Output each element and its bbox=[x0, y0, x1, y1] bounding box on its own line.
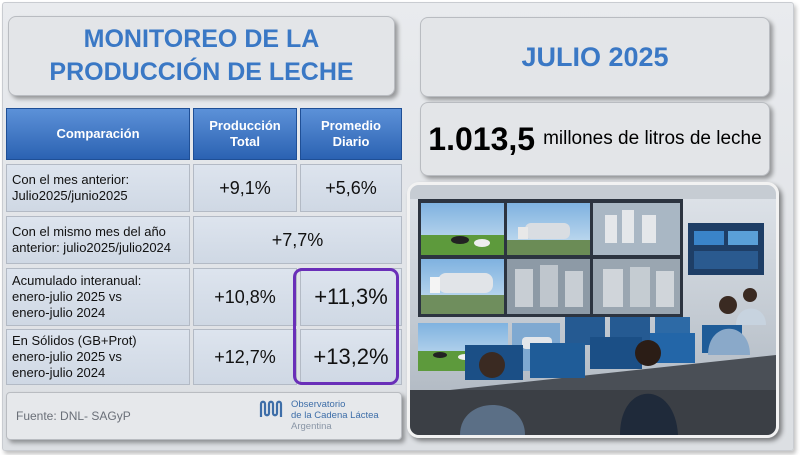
header-daily: Promedio Diario bbox=[300, 108, 402, 160]
logo-line-2: de la Cadena Láctea bbox=[291, 410, 379, 421]
header-comparison: Comparación bbox=[6, 108, 190, 160]
row-total-value: +12,7% bbox=[193, 329, 297, 385]
row-daily-value: +13,2% bbox=[300, 329, 402, 385]
row-label: Con el mismo mes del año anterior: julio… bbox=[6, 216, 190, 264]
logo-line-1: Observatorio bbox=[291, 399, 346, 410]
source-text: Fuente: DNL- SAGyP bbox=[16, 409, 131, 423]
header-total: Producción Total bbox=[193, 108, 297, 160]
page-title: MONITOREO DE LA PRODUCCIÓN DE LECHE bbox=[49, 23, 353, 89]
production-value: 1.013,5 bbox=[428, 120, 536, 157]
row-total-value: +9,1% bbox=[193, 164, 297, 212]
production-unit: millones de litros de leche bbox=[543, 128, 762, 149]
observatorio-logo: Observatorio de la Cadena Láctea Argenti… bbox=[259, 399, 379, 432]
month-label: JULIO 2025 bbox=[521, 41, 669, 72]
month-box: JULIO 2025 bbox=[420, 17, 770, 97]
title-line-2: PRODUCCIÓN DE LECHE bbox=[49, 58, 354, 86]
control-room-photo bbox=[407, 182, 779, 438]
row-merged-value: +7,7% bbox=[193, 216, 402, 264]
logo-line-3: Argentina bbox=[291, 421, 332, 432]
row-label: En Sólidos (GB+Prot) enero-julio 2025 vs… bbox=[6, 329, 190, 385]
milk-wave-icon bbox=[259, 400, 283, 417]
row-daily-value: +11,3% bbox=[300, 268, 402, 326]
title-line-1: MONITOREO DE LA bbox=[83, 25, 320, 53]
row-total-value: +10,8% bbox=[193, 268, 297, 326]
row-daily-value: +5,6% bbox=[300, 164, 402, 212]
title-box: MONITOREO DE LA PRODUCCIÓN DE LECHE bbox=[8, 16, 395, 96]
highlight-frame bbox=[293, 268, 399, 385]
row-label: Acumulado interanual: enero-julio 2025 v… bbox=[6, 268, 190, 326]
production-box: 1.013,5 millones de litros de leche bbox=[420, 102, 770, 176]
footer-box: Fuente: DNL- SAGyP Observatorio de la Ca… bbox=[6, 392, 402, 440]
row-label: Con el mes anterior: Julio2025/junio2025 bbox=[6, 164, 190, 212]
